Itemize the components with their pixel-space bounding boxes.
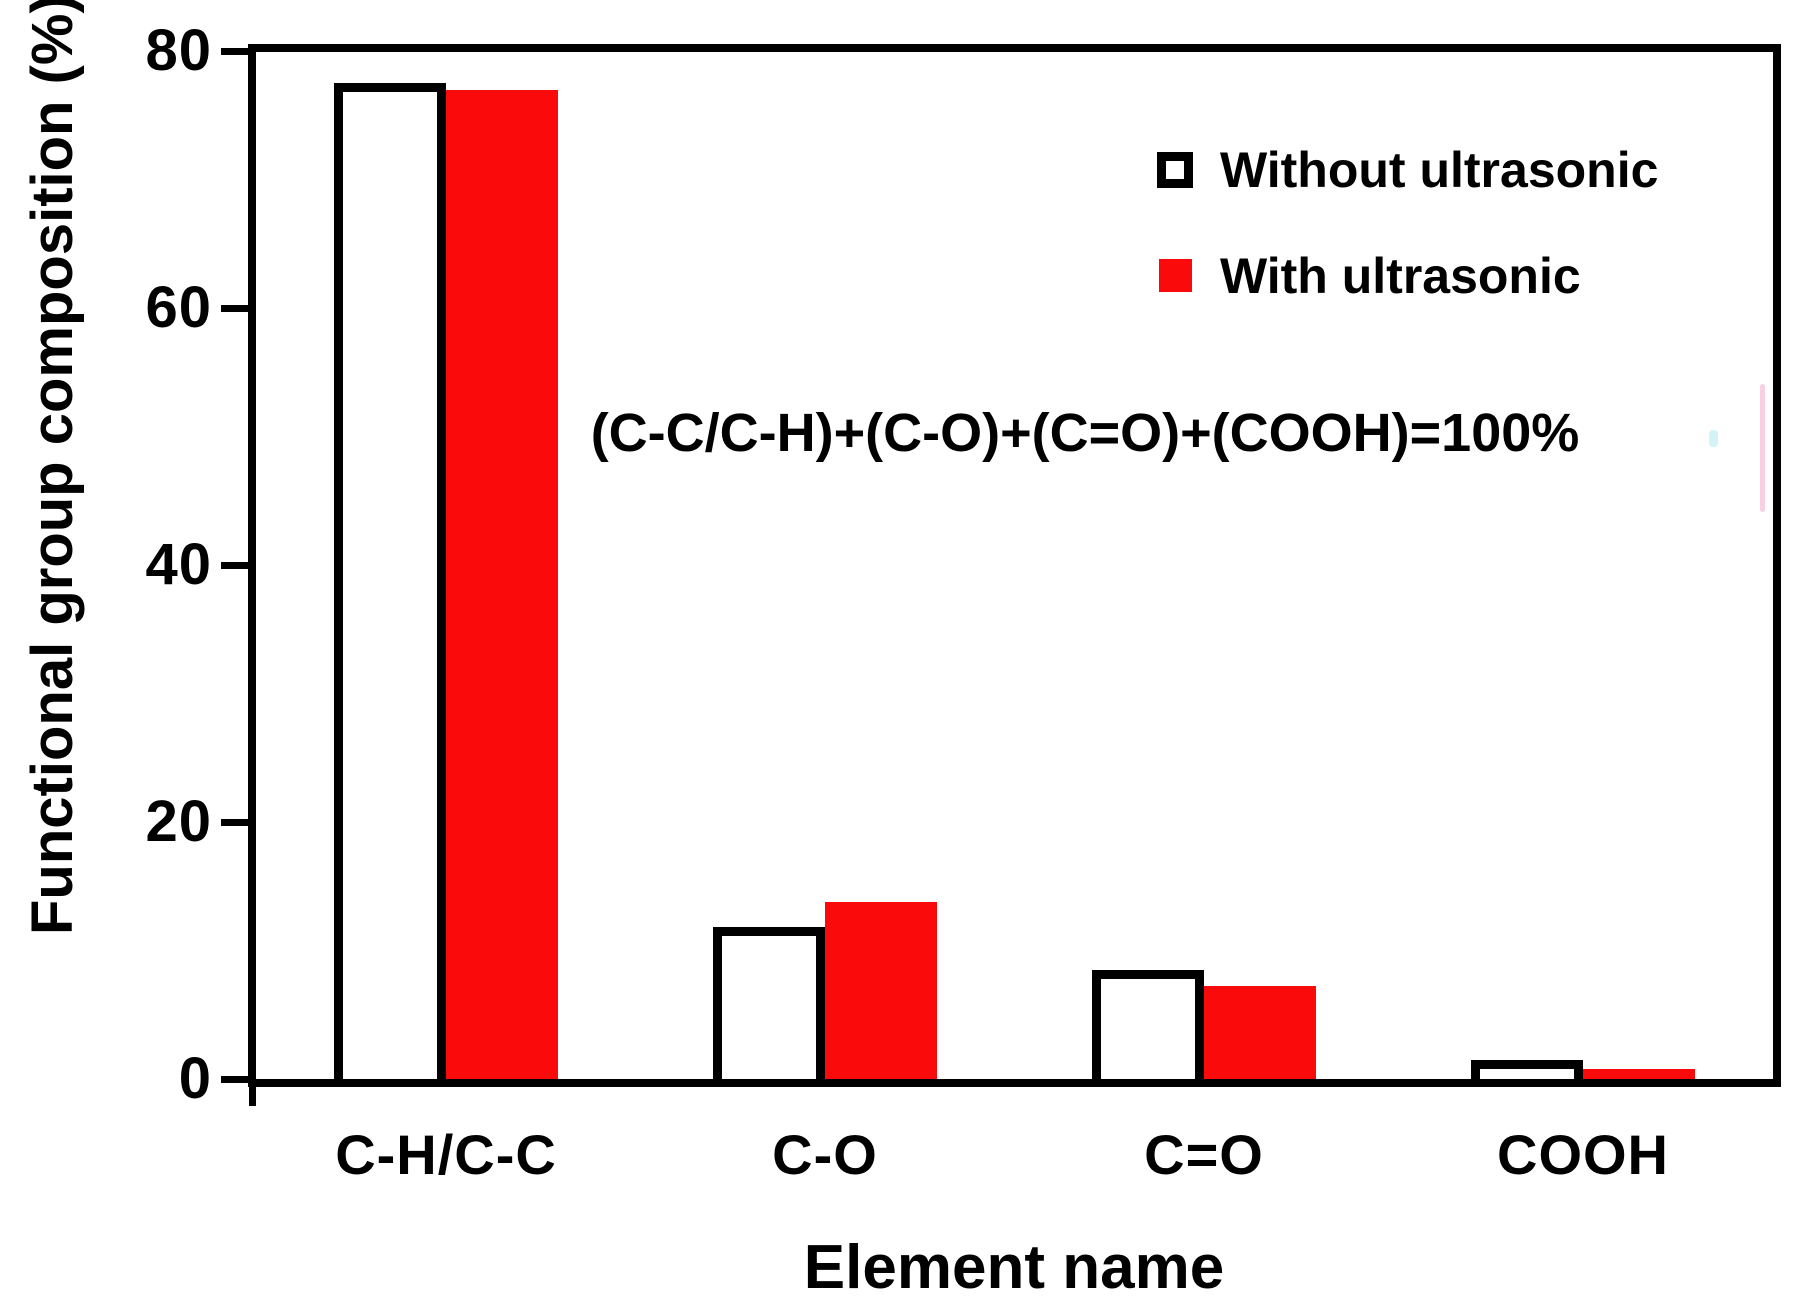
legend-label: Without ultrasonic xyxy=(1220,142,1659,198)
legend-marker-open-square-icon xyxy=(1157,152,1193,188)
bar-C-O-with-ultrasonic xyxy=(825,902,937,1079)
bar-C-H/C-C-without-ultrasonic xyxy=(334,83,446,1079)
bar-C=O-with-ultrasonic xyxy=(1204,986,1316,1079)
legend-label: With ultrasonic xyxy=(1220,248,1581,304)
bar-C=O-without-ultrasonic xyxy=(1092,970,1204,1079)
x-category-label: COOH xyxy=(1497,1123,1669,1186)
y-tick-label: 80 xyxy=(145,18,212,83)
y-tick-label: 20 xyxy=(145,789,212,854)
composition-annotation: (C-C/C-H)+(C-O)+(C=O)+(COOH)=100% xyxy=(590,403,1580,463)
cyan-artifact-speck xyxy=(1709,430,1718,447)
y-tick-mark xyxy=(221,48,248,55)
bar-COOH-without-ultrasonic xyxy=(1471,1060,1583,1079)
x-axis-title: Element name xyxy=(803,1233,1225,1302)
x-category-label: C=O xyxy=(1144,1123,1264,1186)
pink-artifact-line xyxy=(1760,384,1765,512)
y-tick-label: 40 xyxy=(145,532,212,597)
x-axis-corner-tick xyxy=(249,1087,256,1106)
x-category-label: C-O xyxy=(772,1123,878,1186)
y-tick-mark xyxy=(221,1076,248,1083)
bar-C-O-without-ultrasonic xyxy=(713,927,825,1079)
y-tick-label: 0 xyxy=(178,1046,212,1111)
legend-marker-filled-square-icon xyxy=(1159,259,1192,292)
y-tick-mark xyxy=(221,562,248,569)
y-tick-mark xyxy=(221,305,248,312)
x-category-label: C-H/C-C xyxy=(335,1123,557,1186)
y-tick-mark xyxy=(221,819,248,826)
bar-COOH-with-ultrasonic xyxy=(1583,1069,1695,1079)
y-tick-label: 60 xyxy=(145,275,212,340)
bar-C-H/C-C-with-ultrasonic xyxy=(446,90,558,1079)
